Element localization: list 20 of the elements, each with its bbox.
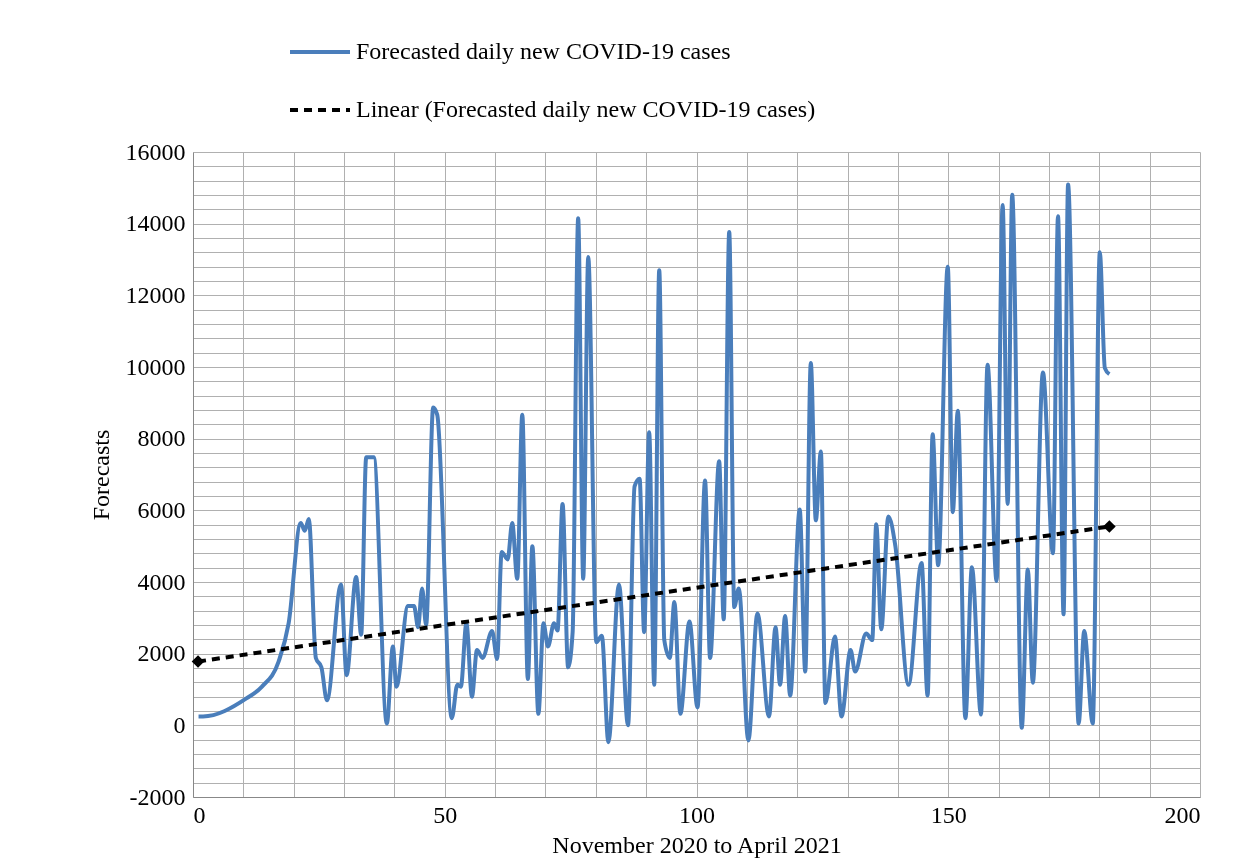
y-tick-label: 0 (173, 711, 186, 738)
x-tick-label: 0 (193, 801, 206, 828)
y-tick-label: 14000 (125, 210, 186, 237)
y-tick-label: 10000 (125, 353, 186, 380)
legend-label: Forecasted daily new COVID-19 cases (356, 38, 731, 64)
x-tick-label: 100 (679, 801, 715, 828)
y-tick-label: 4000 (137, 568, 186, 595)
line-series (196, 182, 1112, 745)
y-tick-label: 8000 (137, 425, 186, 452)
y-tick-label: 12000 (125, 281, 186, 308)
y-axis-title: Forecasts (87, 429, 114, 521)
x-tick-label: 150 (930, 801, 967, 828)
y-tick-label: -2000 (129, 783, 186, 810)
x-axis-title: November 2020 to April 2021 (552, 831, 842, 858)
x-tick-label: 50 (433, 801, 458, 828)
legend-label: Linear (Forecasted daily new COVID-19 cases) (356, 96, 816, 122)
y-tick-label: 2000 (137, 640, 186, 667)
x-tick-label: 200 (1164, 801, 1201, 828)
y-tick-label: 6000 (137, 496, 186, 523)
y-tick-label: 16000 (125, 138, 186, 165)
